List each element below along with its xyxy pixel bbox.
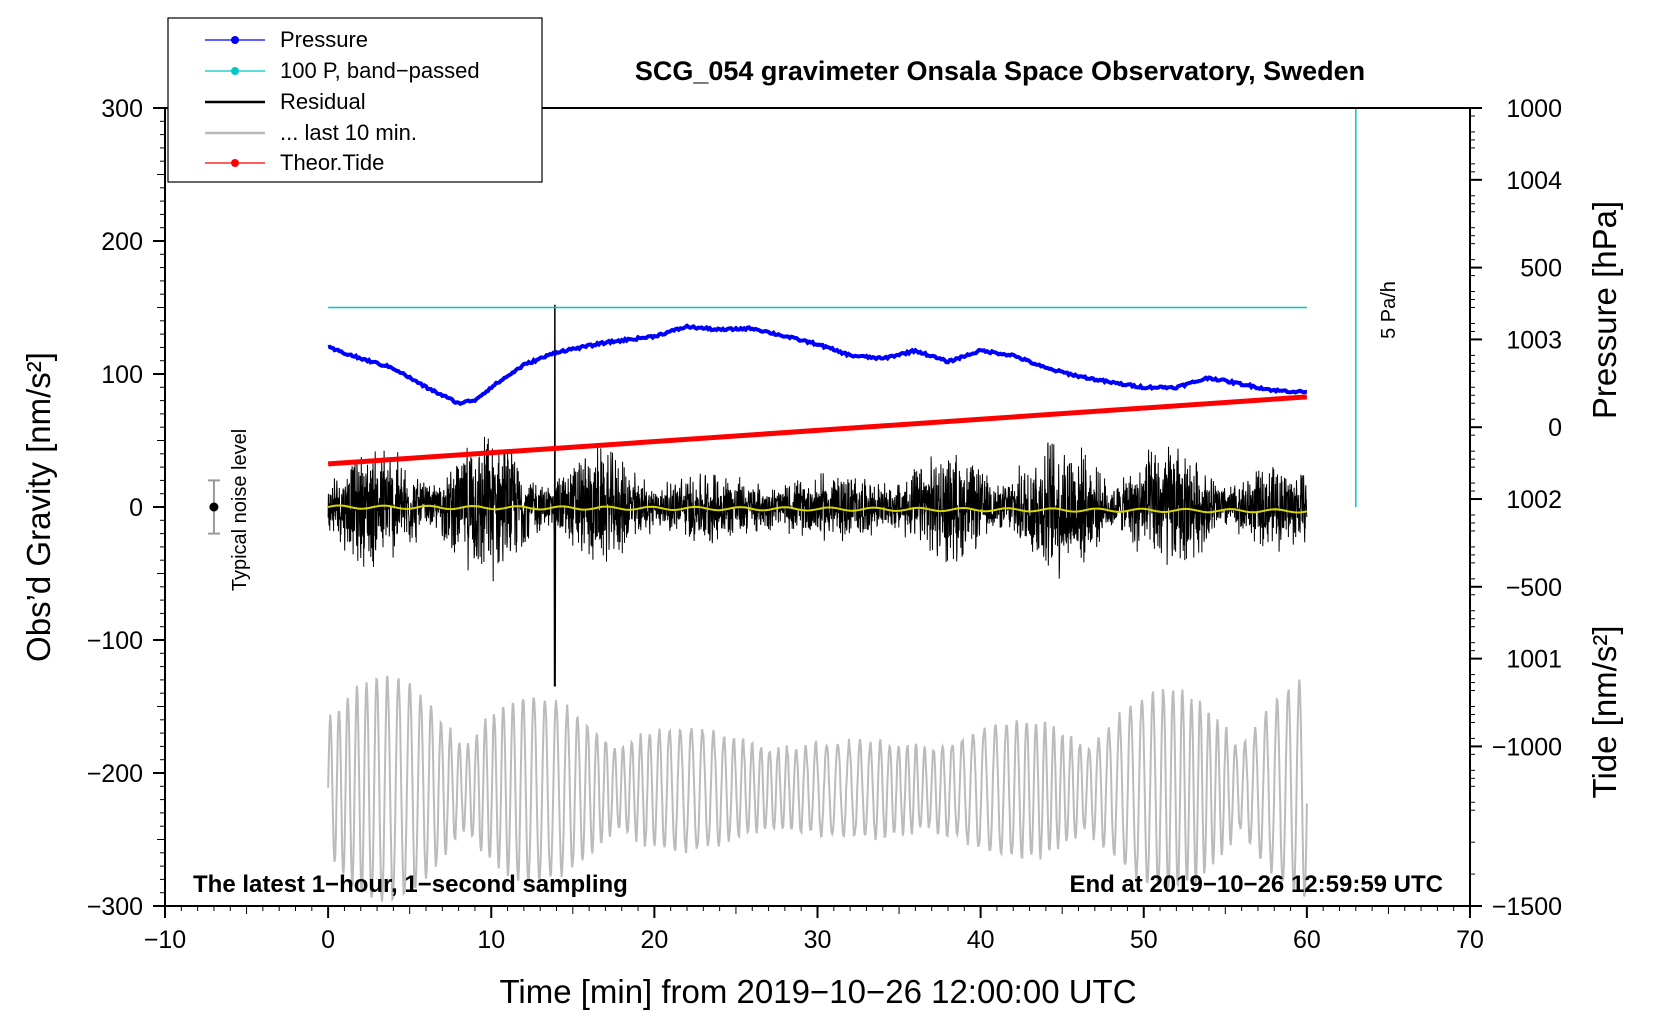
legend-label-residual: Residual xyxy=(280,89,366,114)
pa-rate-label: 5 Pa/h xyxy=(1378,281,1400,339)
tide-axis-title: Tide [nm/s²] xyxy=(1586,626,1623,799)
noise-center-dot xyxy=(209,502,219,512)
x-tick-label: 30 xyxy=(804,926,832,954)
x-tick-label: 40 xyxy=(967,926,995,954)
tide-axis-ticks: 1000 500 0 −500 −1000 −1500 xyxy=(1470,95,1562,921)
footer-right-note: End at 2019−10−26 12:59:59 UTC xyxy=(1069,871,1443,898)
tide-tick-label: 0 xyxy=(1548,414,1562,442)
noise-level-label: Typical noise level xyxy=(229,429,251,591)
pressure-tick-label: 1004 xyxy=(1506,167,1562,195)
x-tick-label: 70 xyxy=(1456,926,1484,954)
noise-level-marker xyxy=(207,479,220,535)
tide-tick-label: −500 xyxy=(1506,574,1562,602)
tide-line xyxy=(327,394,1308,467)
legend-label-tide: Theor.Tide xyxy=(280,150,384,175)
legend-box xyxy=(167,17,543,183)
legend-marker xyxy=(231,36,239,44)
tide-tick-label: 500 xyxy=(1520,255,1562,283)
tide-tick-label: −1000 xyxy=(1492,733,1562,761)
mean-residual-series xyxy=(327,504,1308,514)
y-tick-label: 200 xyxy=(101,228,143,256)
y-axis-ticks: 300 200 100 0 −100 −200 −300 xyxy=(87,95,165,921)
chart-title: SCG_054 gravimeter Onsala Space Observat… xyxy=(635,56,1365,86)
pressure-axis-ticks: 1004 1003 1002 1001 xyxy=(1470,115,1562,803)
legend-marker xyxy=(231,67,239,75)
theoretical-tide-series xyxy=(327,394,1308,467)
x-axis-title: Time [min] from 2019−10−26 12:00:00 UTC xyxy=(499,973,1136,1010)
residual-line xyxy=(327,304,1308,687)
mean-residual-line xyxy=(327,504,1308,514)
pressure-line xyxy=(327,323,1308,407)
x-tick-label: 20 xyxy=(640,926,668,954)
y-tick-label: 100 xyxy=(101,361,143,389)
y-tick-label: 300 xyxy=(101,95,143,123)
x-tick-label: 50 xyxy=(1130,926,1158,954)
pressure-tick-label: 1003 xyxy=(1506,326,1562,354)
y-axis-title: Obs’d Gravity [nm/s²] xyxy=(20,352,57,662)
pressure-series xyxy=(327,323,1308,407)
legend-label-pressure: Pressure xyxy=(280,27,368,52)
legend-marker xyxy=(231,159,239,167)
tide-tick-label: 1000 xyxy=(1506,95,1562,123)
pressure-axis-title: Pressure [hPa] xyxy=(1586,201,1623,419)
x-tick-label: 10 xyxy=(477,926,505,954)
y-tick-label: −200 xyxy=(87,760,143,788)
pressure-tick-label: 1002 xyxy=(1506,486,1562,514)
legend-items xyxy=(205,36,265,167)
x-tick-label: 0 xyxy=(321,926,335,954)
tide-tick-label: −1500 xyxy=(1492,893,1562,921)
footer-left-note: The latest 1−hour, 1−second sampling xyxy=(193,871,628,898)
y-tick-label: 0 xyxy=(129,494,143,522)
legend: Pressure 100 P, band−passed Residual ...… xyxy=(167,17,543,183)
legend-label-last10: ... last 10 min. xyxy=(280,120,417,145)
x-tick-label: −10 xyxy=(144,926,186,954)
y-tick-label: −300 xyxy=(87,893,143,921)
last-10-min-series xyxy=(327,675,1308,903)
residual-series xyxy=(327,304,1308,687)
x-tick-label: 60 xyxy=(1293,926,1321,954)
y-tick-label: −100 xyxy=(87,627,143,655)
pressure-tick-label: 1001 xyxy=(1506,646,1562,674)
x-axis-ticks: −10 0 10 20 30 40 50 60 70 xyxy=(144,906,1484,954)
last-10-min-line xyxy=(327,675,1308,903)
legend-label-bandpassed: 100 P, band−passed xyxy=(280,58,480,83)
